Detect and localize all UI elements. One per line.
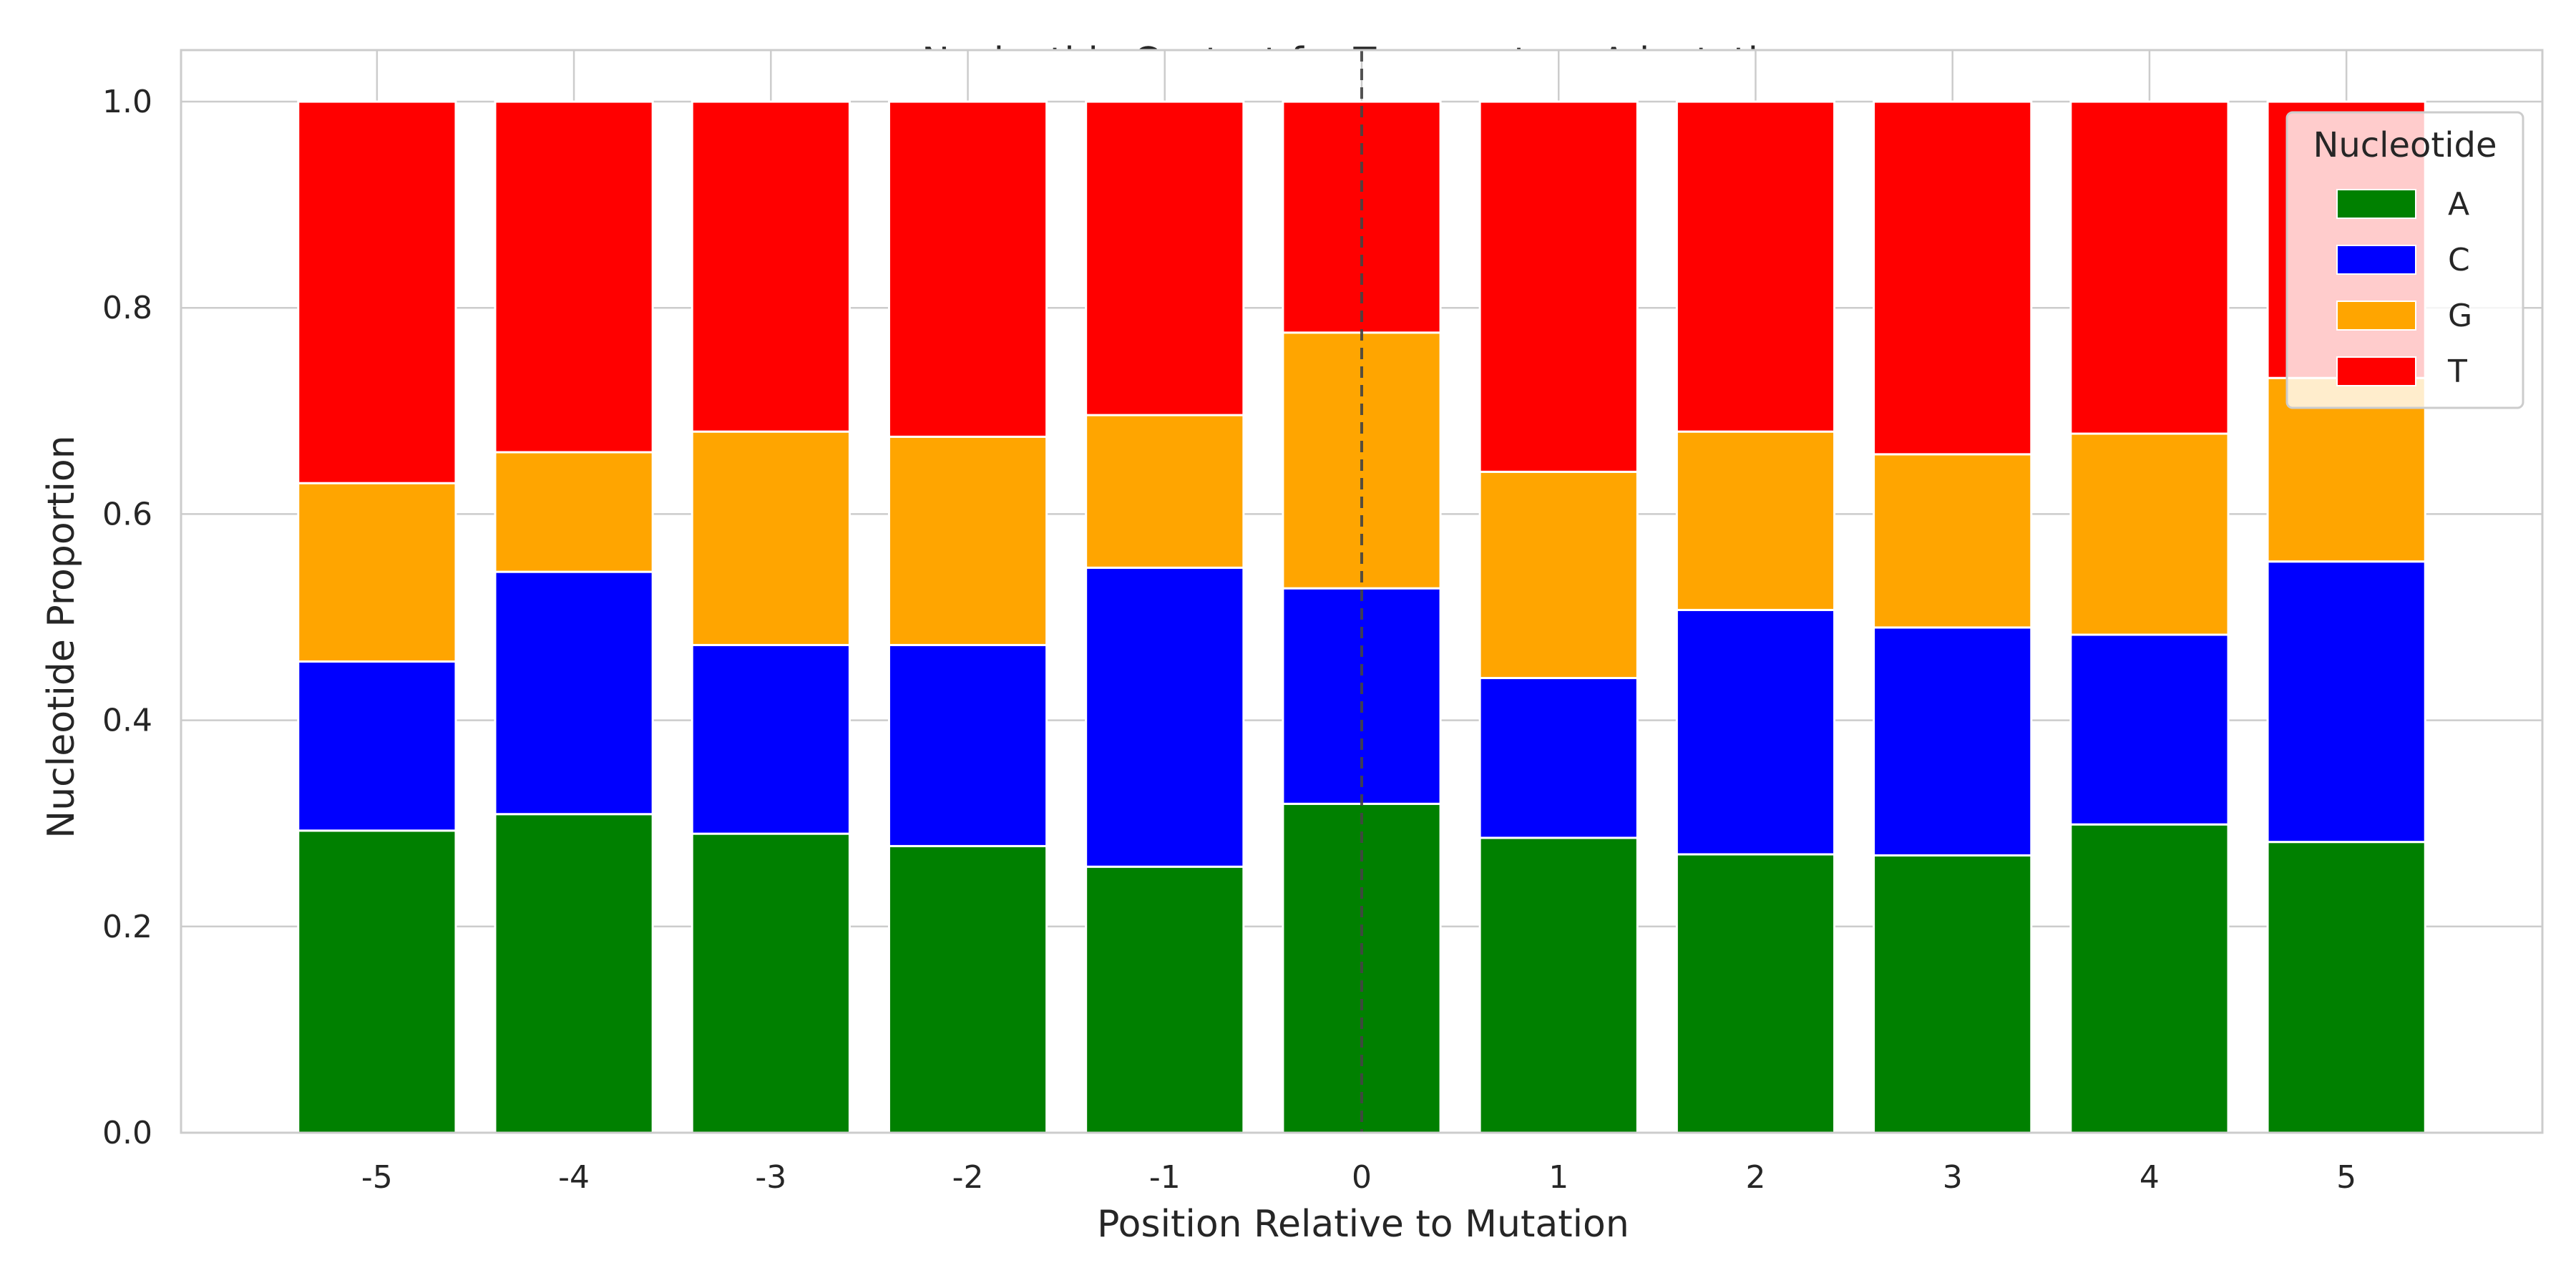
bar-segment-t [1478, 100, 1639, 473]
x-tick-label: 2 [1745, 1159, 1765, 1196]
y-tick-label: 0.2 [102, 909, 152, 945]
y-tick-label: 0.6 [102, 496, 152, 532]
bar-segment-t [2069, 100, 2230, 435]
x-tick-label: 5 [2336, 1159, 2356, 1196]
y-tick-label: 0.0 [102, 1115, 152, 1151]
legend-swatch-a [2336, 189, 2416, 219]
x-tick-label: -5 [361, 1159, 393, 1196]
bar-segment-t [887, 100, 1048, 438]
bar-segment-c [1085, 566, 1245, 868]
bar-segment-c [691, 643, 851, 835]
bar-segment-a [494, 813, 654, 1134]
bar-segment-c [297, 660, 457, 832]
bar-segment-g [887, 435, 1048, 646]
bar-segment-c [1478, 677, 1639, 839]
x-axis-label: Position Relative to Mutation [1097, 1203, 1629, 1246]
bar-segment-g [1873, 453, 2033, 629]
x-tick-label: 3 [1943, 1159, 1963, 1196]
legend-label-a: A [2448, 186, 2469, 223]
bar-segment-a [1873, 854, 2033, 1134]
legend-swatch-g [2336, 301, 2416, 331]
bar-segment-t [691, 100, 851, 433]
bar-segment-c [1282, 587, 1442, 805]
bar-segment-a [2069, 823, 2230, 1134]
bar-segment-g [691, 430, 851, 646]
legend-label-c: C [2448, 242, 2470, 278]
bar-segment-t [494, 100, 654, 454]
bar-segment-c [2069, 633, 2230, 826]
bar-segment-c [494, 570, 654, 816]
y-tick-label: 0.8 [102, 290, 152, 326]
x-tick-label: -4 [558, 1159, 590, 1196]
bar-segment-a [887, 844, 1048, 1134]
y-tick-label: 0.4 [102, 703, 152, 739]
y-tick-label: 1.0 [102, 84, 152, 120]
bar-segment-g [1085, 414, 1245, 569]
x-tick-label: 0 [1352, 1159, 1372, 1196]
bar-segment-a [1478, 836, 1639, 1134]
bar-segment-t [1873, 100, 2033, 456]
x-tick-label: 4 [2140, 1159, 2160, 1196]
x-tick-label: 1 [1548, 1159, 1568, 1196]
x-tick-label: -1 [1149, 1159, 1181, 1196]
bar-segment-g [1675, 430, 1836, 611]
legend-swatch-c [2336, 245, 2416, 275]
legend-title: Nucleotide [2313, 125, 2497, 165]
x-tick-label: -2 [952, 1159, 984, 1196]
bar-segment-a [691, 832, 851, 1134]
bar-segment-c [2266, 560, 2426, 844]
legend-label-t: T [2447, 353, 2467, 390]
bar-segment-a [1085, 865, 1245, 1134]
bar-segment-a [297, 829, 457, 1134]
bar-segment-c [1873, 626, 2033, 857]
legend-swatch-t [2336, 356, 2416, 386]
plot-frame [180, 49, 2544, 1134]
bar-segment-t [1675, 100, 1836, 433]
bar-segment-g [494, 451, 654, 573]
bar-segment-a [1675, 853, 1836, 1134]
bar-segment-c [1675, 608, 1836, 856]
bar-segment-g [2069, 432, 2230, 636]
bar-segment-g [297, 482, 457, 663]
bar-segment-c [887, 643, 1048, 847]
legend-label-g: G [2448, 298, 2472, 334]
bar-segment-t [297, 100, 457, 484]
bar-segment-g [1478, 470, 1639, 680]
x-tick-label: -3 [755, 1159, 786, 1196]
bar-segment-a [2266, 841, 2426, 1134]
plot-area: 0.0 0.2 0.4 0.6 0.8 1.0 -5 -4 -3 -2 -1 0 1 2 3 4 5 [102, 49, 2544, 1196]
bar-segment-t [1085, 100, 1245, 416]
y-axis-label: Nucleotide Proportion [40, 435, 83, 838]
